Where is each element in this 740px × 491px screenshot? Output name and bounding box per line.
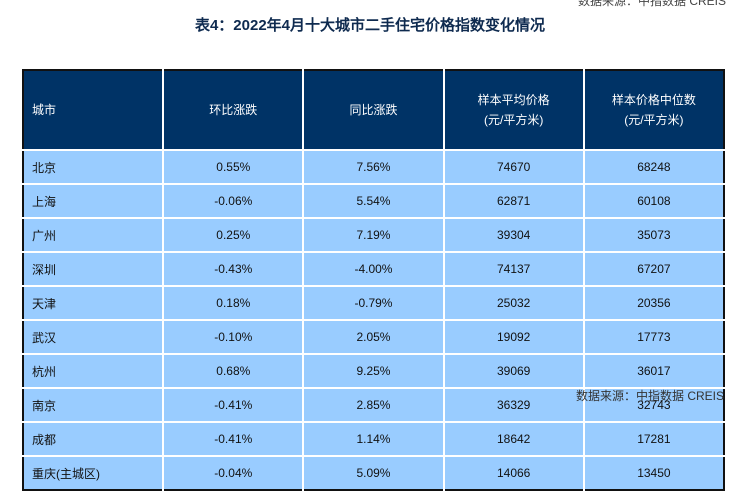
column-header: 样本平均价格 (元/平方米) — [443, 70, 585, 150]
yoy-change-cell: 1.14% — [303, 421, 445, 456]
avg-price-cell: 74137 — [443, 251, 585, 286]
avg-price-cell: 36329 — [443, 387, 585, 422]
column-header-label: 城市 — [32, 103, 57, 117]
table-title: 表4：2022年4月十大城市二手住宅价格指数变化情况 — [194, 17, 546, 34]
data-source: 数据来源：中指数据 CREIS — [575, 389, 724, 403]
avg-price-cell: 18642 — [443, 421, 585, 456]
avg-price-cell: 39069 — [443, 353, 585, 388]
mom-change-cell: 0.18% — [163, 285, 305, 320]
column-header-label: 同比涨跌 — [349, 103, 398, 117]
avg-price-cell: 74670 — [443, 149, 585, 184]
city-cell: 北京 — [23, 149, 165, 184]
table-row: 成都 -0.41% 1.14% 18642 17281 — [23, 421, 724, 456]
mom-change-cell: -0.04% — [163, 455, 305, 490]
median-price-cell: 68248 — [583, 149, 724, 184]
table-row: 上海 -0.06% 5.54% 62871 60108 — [23, 183, 724, 218]
median-price-cell: 60108 — [583, 183, 724, 218]
avg-price-cell: 19092 — [443, 319, 585, 354]
column-header-label: 环比涨跌 — [209, 103, 258, 117]
table-row: 天津 0.18% -0.79% 25032 20356 — [23, 285, 724, 320]
mom-change-cell: -0.43% — [163, 251, 305, 286]
column-header: 环比涨跌 — [163, 70, 305, 150]
avg-price-cell: 62871 — [443, 183, 585, 218]
mom-change-cell: -0.41% — [163, 387, 305, 422]
yoy-change-cell: -4.00% — [303, 251, 445, 286]
yoy-change-cell: 2.05% — [303, 319, 445, 354]
yoy-change-cell: 5.54% — [303, 183, 445, 218]
median-price-cell: 35073 — [583, 217, 724, 252]
avg-price-cell: 25032 — [443, 285, 585, 320]
header-row: 城市 环比涨跌 同比涨跌 样本平均价格 (元/平方米) 样本价格中位数 (元/平方米) — [23, 70, 724, 150]
yoy-change-cell: 9.25% — [303, 353, 445, 388]
column-header-unit: (元/平方米) — [483, 113, 544, 127]
mom-change-cell: 0.55% — [163, 149, 305, 184]
city-cell: 深圳 — [23, 251, 165, 286]
city-cell: 杭州 — [23, 353, 165, 388]
city-cell: 广州 — [23, 217, 165, 252]
table-row: 杭州 0.68% 9.25% 39069 36017 — [23, 353, 724, 388]
yoy-change-cell: 2.85% — [303, 387, 445, 422]
column-header: 同比涨跌 — [303, 70, 445, 150]
yoy-change-cell: 5.09% — [303, 455, 445, 490]
median-price-cell: 13450 — [583, 455, 724, 490]
median-price-cell: 17773 — [583, 319, 724, 354]
table-row: 武汉 -0.10% 2.05% 19092 17773 — [23, 319, 724, 354]
column-header-label: 样本价格中位数 — [611, 93, 696, 107]
column-header-label: 样本平均价格 — [477, 93, 550, 107]
mom-change-cell: 0.25% — [163, 217, 305, 252]
clipped-previous-source: 数据来源：中指数据 CREIS — [577, 0, 726, 8]
yoy-change-cell: -0.79% — [303, 285, 445, 320]
mom-change-cell: -0.06% — [163, 183, 305, 218]
median-price-cell: 67207 — [583, 251, 724, 286]
avg-price-cell: 14066 — [443, 455, 585, 490]
table-row: 深圳 -0.43% -4.00% 74137 67207 — [23, 251, 724, 286]
yoy-change-cell: 7.19% — [303, 217, 445, 252]
mom-change-cell: 0.68% — [163, 353, 305, 388]
city-cell: 成都 — [23, 421, 165, 456]
table-row: 北京 0.55% 7.56% 74670 68248 — [23, 149, 724, 184]
mom-change-cell: -0.41% — [163, 421, 305, 456]
mom-change-cell: -0.10% — [163, 319, 305, 354]
city-cell: 上海 — [23, 183, 165, 218]
city-cell: 武汉 — [23, 319, 165, 354]
yoy-change-cell: 7.56% — [303, 149, 445, 184]
avg-price-cell: 39304 — [443, 217, 585, 252]
table-row: 广州 0.25% 7.19% 39304 35073 — [23, 217, 724, 252]
median-price-cell: 20356 — [583, 285, 724, 320]
price-index-table: 城市 环比涨跌 同比涨跌 样本平均价格 (元/平方米) 样本价格中位数 (元/平方米) 北京… — [22, 69, 725, 491]
median-price-cell: 17281 — [583, 421, 724, 456]
column-header: 城市 — [23, 70, 165, 150]
column-header: 样本价格中位数 (元/平方米) — [583, 70, 724, 150]
city-cell: 重庆(主城区) — [23, 455, 165, 490]
city-cell: 南京 — [23, 387, 165, 422]
city-cell: 天津 — [23, 285, 165, 320]
median-price-cell: 36017 — [583, 353, 724, 388]
column-header-unit: (元/平方米) — [624, 113, 684, 127]
table-row: 重庆(主城区) -0.04% 5.09% 14066 13450 — [23, 455, 724, 490]
